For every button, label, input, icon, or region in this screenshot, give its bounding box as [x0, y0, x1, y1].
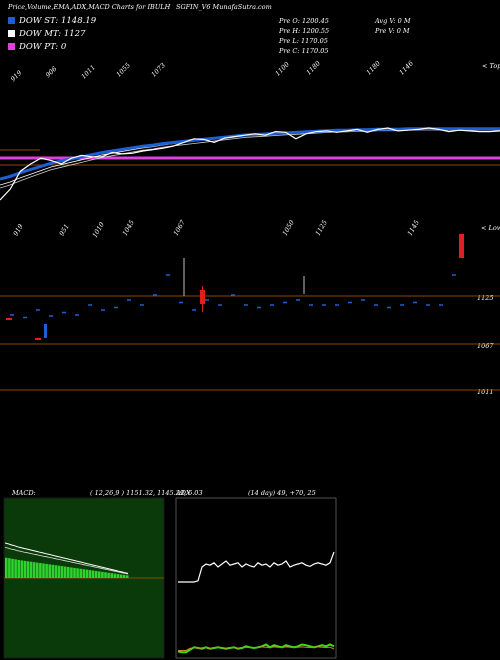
ohlc-open: Pre O: 1200.45 [279, 17, 329, 25]
macd-histogram-bar [26, 561, 30, 578]
macd-histogram-bar [48, 564, 51, 578]
legend-swatch-blue [8, 17, 15, 24]
candle-red-mark [6, 318, 12, 320]
macd-histogram-bar [94, 570, 98, 578]
macd-histogram-bar [79, 568, 82, 578]
macd-histogram-bar [116, 574, 120, 578]
legend-dow-st: DOW ST: 1148.19 [8, 16, 96, 26]
macd-histogram-bar [113, 573, 117, 578]
macd-histogram-bar [125, 575, 129, 578]
macd-histogram-bar [8, 558, 11, 578]
macd-label: MACD: [12, 489, 36, 497]
macd-histogram-bar [101, 571, 104, 578]
ema-fast-line [0, 127, 500, 181]
adx-panel-frame [175, 497, 337, 659]
macd-histogram-bar [45, 563, 48, 578]
macd-histogram-bar [57, 565, 61, 578]
macd-histogram-bar [42, 563, 45, 578]
top-axis-note: < Tops [482, 62, 500, 70]
macd-histogram-bar [5, 557, 8, 578]
macd-histogram-bar [104, 572, 107, 578]
macd-histogram-bar [17, 559, 20, 578]
macd-histogram-bar [51, 564, 55, 578]
macd-values: ( 12,26,9 ) 1151.32, 1145.29, 6.03 [90, 489, 203, 497]
macd-histogram-bar [98, 571, 101, 578]
adx-label: ADX [176, 489, 191, 497]
macd-histogram-bar [14, 559, 17, 578]
price-line [0, 127, 500, 201]
legend-label-pt: DOW PT: 0 [19, 42, 67, 52]
ohlc-high: Pre H: 1200.55 [279, 27, 330, 35]
ohlc-close: Pre C: 1170.05 [279, 47, 329, 55]
macd-histogram-bar [20, 560, 24, 578]
adx-values: (14 day) 49, +70, 25 [248, 489, 316, 497]
macd-histogram-bar [76, 568, 79, 578]
macd-signal-line [4, 547, 129, 575]
candle-blue-body [44, 324, 47, 338]
macd-histogram-bar [82, 569, 86, 578]
macd-histogram-bar [73, 567, 76, 578]
macd-histogram-bar [122, 574, 126, 578]
mid-axis-note: < Lows [481, 224, 500, 232]
candle-red-body [459, 234, 464, 258]
legend-label-st: DOW ST: 1148.19 [19, 16, 97, 26]
macd-histogram-bar [107, 572, 110, 578]
ohlc-avg-vol: Avg V: 0 M [375, 17, 411, 25]
legend-dow-mt: DOW MT: 1127 [8, 29, 86, 39]
macd-histogram-bar [63, 566, 67, 578]
macd-histogram-bar [70, 567, 73, 578]
macd-histogram-bar [85, 569, 89, 578]
macd-histogram-bar [11, 558, 14, 578]
adx-minus-di-line [178, 646, 335, 651]
right-level-label: 1125 [477, 294, 494, 302]
macd-histogram-bar [60, 566, 64, 578]
macd-histogram-bar [39, 563, 42, 578]
macd-histogram-bar [54, 565, 58, 578]
adx-line [178, 551, 335, 583]
macd-histogram-bar [91, 570, 95, 578]
right-level-label: 1067 [477, 342, 494, 350]
macd-line [4, 542, 129, 574]
macd-histogram-bar [119, 574, 123, 578]
legend-dow-pt: DOW PT: 0 [8, 42, 66, 52]
ohlc-pre-vol: Pre V: 0 M [375, 27, 410, 35]
macd-histogram-bar [110, 573, 113, 578]
legend-swatch-purple [8, 43, 15, 50]
macd-histogram-bar [67, 567, 70, 578]
legend-label-mt: DOW MT: 1127 [19, 29, 86, 39]
macd-histogram-bar [29, 561, 33, 578]
macd-histogram-bar [23, 560, 27, 578]
right-level-label: 1011 [477, 388, 494, 396]
macd-histogram-bar [88, 570, 92, 578]
ohlc-low: Pre L: 1170.05 [279, 37, 328, 45]
chart-header-left: Price,Volume,EMA,ADX,MACD Charts for IBU… [8, 3, 171, 11]
macd-histogram-bar [36, 562, 39, 578]
candle-red-mark [35, 338, 41, 340]
chart-header-right: SGFIN_V6 MunafaSutra.com [176, 3, 272, 11]
macd-histogram-bar [32, 562, 36, 578]
legend-swatch-white [8, 30, 15, 37]
